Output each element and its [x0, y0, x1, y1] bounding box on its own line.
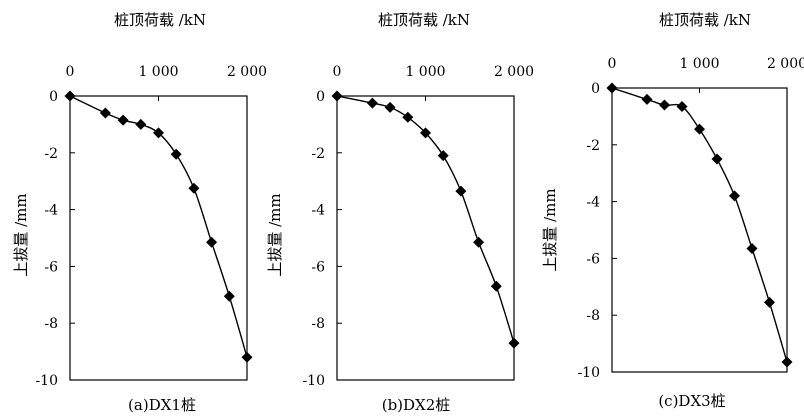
x-tick-label: 2 000 — [767, 56, 804, 72]
x-tick-label: 0 — [66, 64, 75, 80]
y-tick-label: -10 — [302, 373, 325, 389]
data-point-marker — [331, 90, 343, 102]
data-point-marker — [473, 236, 485, 248]
x-tick-label: 0 — [333, 64, 342, 80]
data-point-marker — [508, 337, 520, 349]
data-point-marker — [490, 280, 502, 292]
chart-title: 桩顶荷载 /kN — [378, 11, 470, 29]
x-tick-label: 1 000 — [405, 64, 445, 80]
data-point-marker — [366, 97, 378, 109]
chart-panel-c: 桩顶荷载 /kN 上拔量 /mm (c)DX3桩 0 1 000 2 000 0 -2 -… — [541, 11, 804, 410]
data-point-marker — [402, 111, 414, 123]
chart-title: 桩顶荷载 /kN — [659, 11, 751, 29]
data-point-marker — [99, 107, 111, 119]
data-point-marker — [206, 236, 218, 248]
data-point-marker — [117, 114, 129, 126]
data-point-marker — [188, 182, 200, 194]
plot-frame — [336, 95, 515, 381]
x-tick-label: 0 — [608, 56, 617, 72]
data-point-marker — [170, 148, 182, 160]
y-tick-label: -4 — [44, 203, 58, 219]
series-line — [611, 87, 788, 363]
data-point-marker — [455, 185, 467, 197]
data-point-marker — [606, 82, 618, 94]
y-tick-label: -8 — [586, 308, 600, 324]
y-tick-label: -2 — [586, 138, 600, 154]
y-tick-label: -8 — [44, 316, 58, 332]
data-point-marker — [241, 351, 253, 363]
chart-title: 桩顶荷载 /kN — [114, 11, 206, 29]
chart-panel-a: 桩顶荷载 /kN 上拔量 /mm (a)DX1桩 0 1 000 2 000 0 -2 -… — [12, 11, 267, 414]
y-tick-label: 0 — [49, 89, 58, 105]
y-tick-label: -6 — [311, 259, 325, 275]
x-tick-label: 1 000 — [679, 56, 719, 72]
plot-frame — [69, 95, 248, 381]
y-axis-label: 上拔量 /mm — [12, 193, 30, 276]
panel-caption: (a)DX1桩 — [128, 396, 196, 414]
data-point-marker — [711, 153, 723, 165]
data-point-marker — [659, 99, 670, 111]
panel-caption: (c)DX3桩 — [658, 392, 725, 410]
y-axis-label: 上拔量 /mm — [266, 193, 284, 276]
data-point-marker — [781, 356, 793, 368]
y-tick-label: -2 — [44, 146, 58, 162]
data-point-marker — [153, 127, 164, 139]
data-point-marker — [641, 93, 653, 105]
data-point-marker — [437, 150, 449, 162]
y-tick-label: -4 — [586, 195, 600, 211]
x-tick-label: 2 000 — [227, 64, 267, 80]
chart-panel-b: 桩顶荷载 /kN 上拔量 /mm (b)DX2桩 0 1 000 2 000 0 -2 -… — [266, 11, 534, 414]
data-point-marker — [764, 296, 775, 308]
y-tick-label: -10 — [35, 373, 58, 389]
data-point-marker — [676, 100, 688, 112]
y-tick-label: 0 — [316, 89, 325, 105]
x-tick-label: 1 000 — [138, 64, 178, 80]
data-point-marker — [420, 127, 431, 139]
panel-caption: (b)DX2桩 — [382, 396, 451, 414]
y-axis-label: 上拔量 /mm — [541, 188, 559, 271]
y-tick-label: 0 — [591, 81, 600, 97]
series-line — [69, 95, 248, 358]
data-point-marker — [135, 118, 147, 130]
y-tick-label: -8 — [311, 316, 325, 332]
y-tick-label: -2 — [311, 146, 325, 162]
data-point-marker — [694, 123, 705, 135]
data-point-marker — [384, 101, 396, 113]
data-point-marker — [223, 290, 235, 302]
data-point-marker — [64, 90, 76, 102]
y-tick-label: -4 — [311, 203, 325, 219]
data-point-marker — [746, 242, 758, 254]
y-tick-label: -6 — [44, 259, 58, 275]
y-tick-label: -10 — [577, 365, 600, 381]
x-tick-label: 2 000 — [494, 64, 534, 80]
series-line — [336, 95, 515, 344]
data-point-marker — [729, 190, 740, 202]
y-tick-label: -6 — [586, 251, 600, 267]
